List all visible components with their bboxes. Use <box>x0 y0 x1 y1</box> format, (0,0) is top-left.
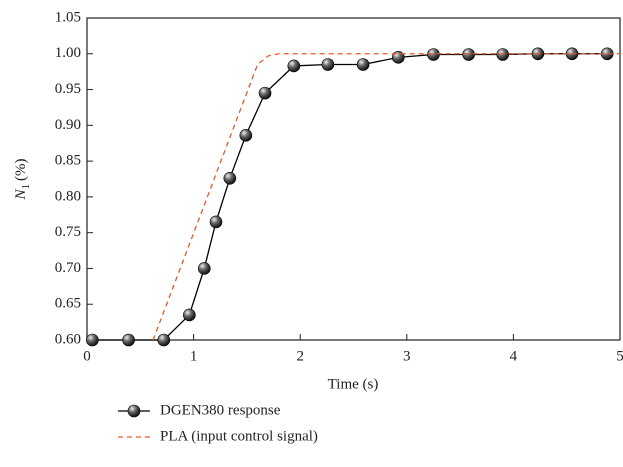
y-tick-label: 0.65 <box>55 296 81 312</box>
y-tick-label: 0.95 <box>55 81 81 97</box>
y-tick-label: 1.05 <box>55 9 81 25</box>
x-tick-label: 3 <box>403 348 411 364</box>
marker <box>462 48 475 61</box>
y-tick-label: 0.75 <box>55 224 81 240</box>
y-tick-label: 0.90 <box>55 117 81 133</box>
marker <box>209 215 223 229</box>
x-tick-label: 2 <box>296 348 304 364</box>
legend-label: DGEN380 response <box>160 402 281 418</box>
y-axis-label: N1 (%) <box>13 158 31 200</box>
x-tick-label: 1 <box>190 348 198 364</box>
y-label-symbol: N <box>13 189 29 201</box>
marker <box>258 86 272 100</box>
y-tick-label: 1.00 <box>55 45 81 61</box>
marker <box>287 59 301 73</box>
marker <box>157 333 171 347</box>
y-label-unit: (%) <box>13 158 29 181</box>
series-line <box>152 53 620 341</box>
plot-frame <box>86 17 621 341</box>
y-tick-label: 0.70 <box>55 260 81 276</box>
marker <box>86 333 99 347</box>
legend-label: PLA (input control signal) <box>160 428 318 444</box>
y-label-subscript: 1 <box>20 184 32 190</box>
x-tick-label: 4 <box>510 348 518 364</box>
marker <box>223 171 237 185</box>
marker <box>496 48 510 61</box>
y-tick-label: 0.85 <box>55 153 81 169</box>
y-tick-label: 0.80 <box>55 188 81 204</box>
x-tick-label: 0 <box>83 348 91 364</box>
x-tick-label: 5 <box>616 348 623 364</box>
marker <box>321 58 335 71</box>
marker <box>197 262 211 275</box>
marker <box>427 48 440 61</box>
legend-marker <box>127 404 141 418</box>
x-axis-label: Time (s) <box>328 376 379 392</box>
marker <box>183 308 196 322</box>
marker <box>122 333 135 347</box>
y-tick-label: 0.60 <box>55 331 81 347</box>
marker <box>356 58 370 71</box>
marker <box>239 129 253 142</box>
